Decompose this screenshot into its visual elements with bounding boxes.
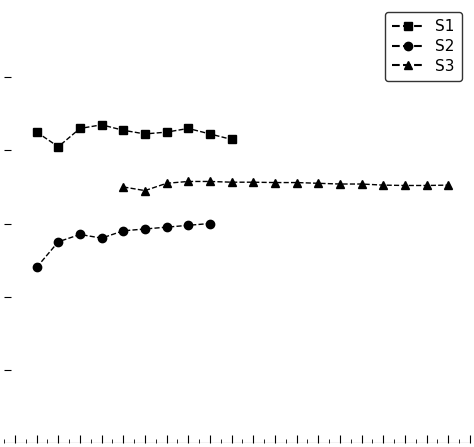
S2 [164, 224, 169, 230]
S2 [99, 236, 104, 241]
S2 [207, 221, 213, 226]
S2 [77, 232, 83, 237]
S3 [142, 188, 148, 193]
S3 [164, 181, 169, 186]
S2 [142, 226, 148, 232]
S3 [294, 180, 300, 185]
S3 [250, 180, 256, 185]
S3 [359, 181, 365, 187]
Line: S2: S2 [33, 219, 214, 271]
S3 [315, 181, 321, 186]
Line: S3: S3 [119, 177, 452, 195]
S2 [55, 239, 61, 245]
S1 [185, 126, 191, 131]
S1 [207, 131, 213, 137]
S1 [164, 130, 169, 135]
S3 [424, 183, 429, 188]
S3 [207, 179, 213, 184]
S1 [77, 126, 83, 131]
S1 [55, 144, 61, 149]
S1 [99, 122, 104, 127]
S2 [185, 223, 191, 228]
S1 [229, 137, 235, 142]
S3 [229, 180, 235, 185]
S3 [120, 184, 126, 190]
S1 [120, 127, 126, 133]
S2 [34, 265, 39, 270]
S3 [337, 181, 343, 187]
S3 [185, 179, 191, 184]
S3 [446, 182, 451, 188]
S3 [380, 182, 386, 188]
S1 [34, 130, 39, 135]
S1 [142, 131, 148, 137]
S3 [402, 183, 408, 188]
S3 [272, 180, 278, 185]
Legend: S1, S2, S3: S1, S2, S3 [384, 12, 462, 81]
Line: S1: S1 [33, 121, 236, 151]
S2 [120, 228, 126, 233]
